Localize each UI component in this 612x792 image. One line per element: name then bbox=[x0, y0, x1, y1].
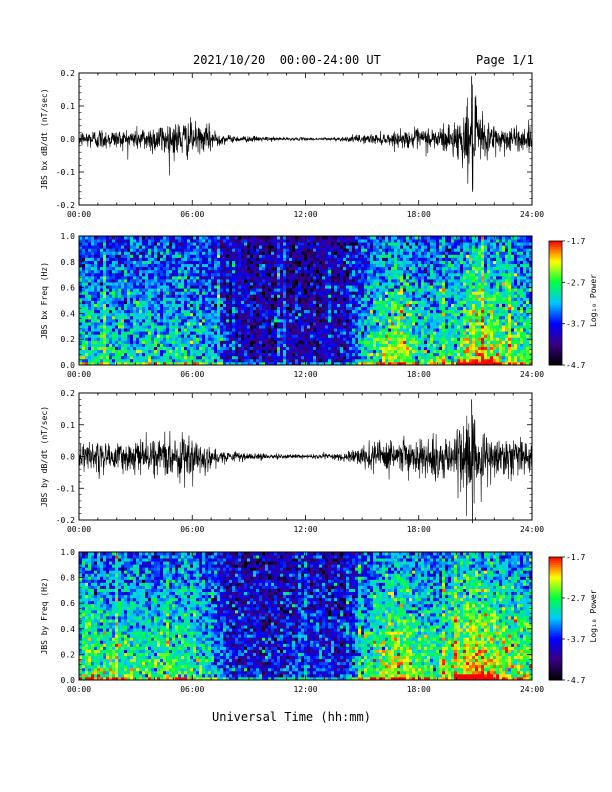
y-tick-label: 0.2 bbox=[61, 650, 76, 659]
panel-2: 00:00 06:00 12:00 18:00 24:00 1.0 0.8 0.6 0.4 0.2… bbox=[40, 232, 598, 379]
colorbar-frame bbox=[548, 240, 563, 366]
x-tick-label: 18:00 bbox=[407, 210, 431, 219]
panel-1: 00:00 06:00 12:00 18:00 24:00 0.2 0.1 0.0 -0.1 -0… bbox=[40, 69, 544, 219]
y-axis-label: JBS bx Freq (Hz) bbox=[40, 262, 49, 339]
x-tick-label: 18:00 bbox=[407, 525, 431, 534]
waveform-trace bbox=[78, 84, 533, 190]
y-tick-label: 0.2 bbox=[61, 389, 76, 398]
x-tick-label: 12:00 bbox=[293, 210, 317, 219]
date-range-header: 2021/10/20 00:00-24:00 UT bbox=[193, 53, 381, 67]
panel-3: 00:00 06:00 12:00 18:00 24:00 0.2 0.1 0.0 -0.1 -0… bbox=[40, 389, 544, 534]
colorbar-tick-label: -4.7 bbox=[566, 676, 585, 685]
y-tick-label: -0.1 bbox=[56, 168, 75, 177]
peak-excursion bbox=[471, 76, 473, 192]
colorbar: -1.7 -2.7 -3.7 -4.7 Log₁₀ Power bbox=[548, 237, 598, 370]
x-tick-label: 24:00 bbox=[520, 685, 544, 694]
y-tick-label: -0.2 bbox=[56, 516, 75, 525]
colorbar-tick-label: -3.7 bbox=[566, 320, 585, 329]
x-tick-label: 12:00 bbox=[293, 370, 317, 379]
y-tick-label: 0.6 bbox=[61, 599, 76, 608]
colorbar-tick-label: -1.7 bbox=[566, 553, 585, 562]
x-tick-label: 24:00 bbox=[520, 370, 544, 379]
y-tick-label: 0.2 bbox=[61, 335, 76, 344]
y-tick-label: 0.8 bbox=[61, 258, 76, 267]
colorbar-tick-label: -2.7 bbox=[566, 278, 585, 287]
y-tick-label: -0.2 bbox=[56, 201, 75, 210]
y-tick-label: 1.0 bbox=[61, 232, 76, 241]
y-tick-label: 0.8 bbox=[61, 574, 76, 583]
x-tick-label: 24:00 bbox=[520, 525, 544, 534]
spectrogram-raster bbox=[79, 552, 533, 681]
x-tick-label: 06:00 bbox=[180, 210, 204, 219]
spectrogram-raster bbox=[79, 236, 533, 366]
x-tick-label: 24:00 bbox=[520, 210, 544, 219]
x-tick-label: 18:00 bbox=[407, 685, 431, 694]
y-tick-label: 0.4 bbox=[61, 309, 76, 318]
y-tick-label: 0.2 bbox=[61, 69, 76, 78]
colorbar: -1.7 -2.7 -3.7 -4.7 Log₁₀ Power bbox=[548, 553, 598, 685]
y-tick-label: 0.6 bbox=[61, 284, 76, 293]
colorbar-tick-label: -4.7 bbox=[566, 361, 585, 370]
x-tick-label: 06:00 bbox=[180, 525, 204, 534]
y-axis-label: JBS by dB/dt (nT/sec) bbox=[40, 406, 49, 507]
y-tick-label: 0.0 bbox=[61, 361, 76, 370]
colorbar-label: Log₁₀ Power bbox=[589, 589, 598, 642]
y-tick-label: -0.1 bbox=[56, 484, 75, 493]
y-tick-label: 1.0 bbox=[61, 548, 76, 557]
colorbar-tick-label: -2.7 bbox=[566, 594, 585, 603]
peak-excursion bbox=[471, 399, 473, 524]
page-number: Page 1/1 bbox=[476, 53, 534, 67]
x-tick-label: 18:00 bbox=[407, 370, 431, 379]
y-tick-label: 0.1 bbox=[61, 102, 76, 111]
colorbar-label: Log₁₀ Power bbox=[589, 274, 598, 327]
x-axis-title: Universal Time (hh:mm) bbox=[212, 710, 371, 724]
x-tick-label: 12:00 bbox=[293, 525, 317, 534]
panel-4: 00:00 06:00 12:00 18:00 24:00 1.0 0.8 0.6 0.4 0.2… bbox=[40, 548, 598, 694]
colorbar-frame bbox=[548, 556, 563, 681]
waveform-trace bbox=[78, 415, 533, 517]
x-tick-label: 00:00 bbox=[67, 685, 91, 694]
y-tick-label: 0.0 bbox=[61, 135, 76, 144]
y-axis-label: JBS bx dB/dt (nT/sec) bbox=[40, 88, 49, 189]
x-tick-label: 00:00 bbox=[67, 525, 91, 534]
x-tick-label: 06:00 bbox=[180, 685, 204, 694]
x-tick-label: 12:00 bbox=[293, 685, 317, 694]
y-tick-label: 0.0 bbox=[61, 676, 76, 685]
y-axis-label: JBS by Freq (Hz) bbox=[40, 577, 49, 654]
y-tick-label: 0.1 bbox=[61, 421, 76, 430]
colorbar-tick-label: -1.7 bbox=[566, 237, 585, 246]
colorbar-tick-label: -3.7 bbox=[566, 635, 585, 644]
y-tick-label: 0.0 bbox=[61, 453, 76, 462]
x-tick-label: 00:00 bbox=[67, 210, 91, 219]
x-tick-label: 00:00 bbox=[67, 370, 91, 379]
x-tick-label: 06:00 bbox=[180, 370, 204, 379]
y-tick-label: 0.4 bbox=[61, 625, 76, 634]
